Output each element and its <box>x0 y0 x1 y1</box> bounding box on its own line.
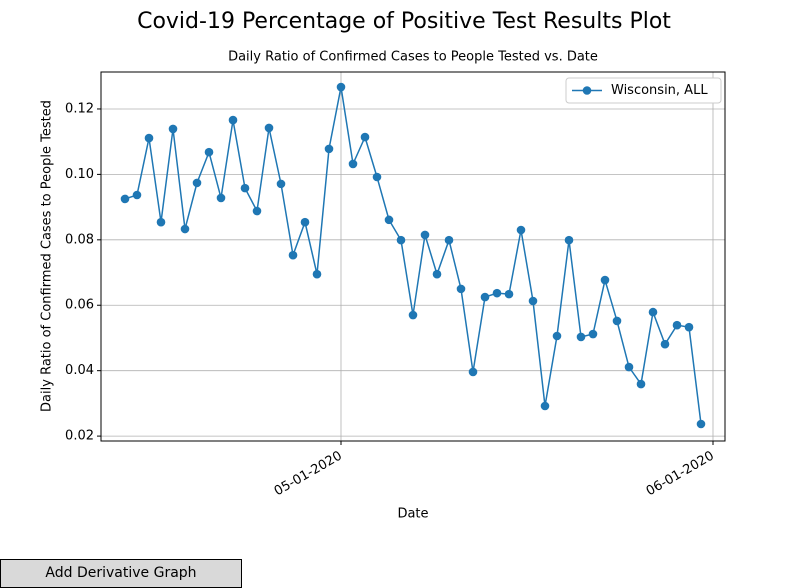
point <box>120 194 130 204</box>
add-derivative-button[interactable]: Add Derivative Graph <box>0 559 242 588</box>
point <box>504 289 514 299</box>
series-line <box>124 86 702 425</box>
point <box>336 82 346 92</box>
point <box>660 339 670 349</box>
point <box>384 215 394 225</box>
point <box>348 159 358 169</box>
chart: Covid-19 Percentage of Positive Test Res… <box>40 9 726 522</box>
point <box>228 115 238 125</box>
point <box>132 190 142 200</box>
point <box>408 310 418 320</box>
point <box>600 275 610 285</box>
point <box>468 367 478 377</box>
y-tick-label: 0.04 <box>65 363 94 378</box>
y-tick-label: 0.06 <box>65 298 94 313</box>
point <box>588 329 598 339</box>
point <box>240 183 250 193</box>
point <box>528 296 538 306</box>
point <box>672 320 682 330</box>
point <box>684 322 694 332</box>
point <box>276 179 286 189</box>
point <box>540 401 550 411</box>
point <box>612 316 622 326</box>
point <box>192 178 202 188</box>
point <box>204 147 214 157</box>
point <box>564 235 574 245</box>
legend-marker <box>582 86 592 95</box>
y-tick-label: 0.08 <box>65 232 94 247</box>
point <box>168 124 178 134</box>
y-tick-label: 0.12 <box>65 101 94 116</box>
point <box>312 269 322 279</box>
point <box>252 206 262 216</box>
y-tick-label: 0.02 <box>65 429 94 444</box>
chart-subtitle: Daily Ratio of Confirmed Cases to People… <box>228 50 598 65</box>
point <box>420 230 430 240</box>
plot-frame <box>100 71 726 442</box>
point <box>696 419 706 429</box>
point <box>216 193 226 203</box>
point <box>480 292 490 302</box>
point <box>444 235 454 245</box>
point <box>432 269 442 279</box>
point <box>492 288 502 298</box>
point <box>300 217 310 227</box>
point <box>624 362 634 372</box>
x-tick-label: 06-01-2020 <box>644 449 717 500</box>
point <box>552 331 562 341</box>
legend-box <box>565 77 722 104</box>
chart-title: Covid-19 Percentage of Positive Test Res… <box>137 9 671 34</box>
point <box>288 250 298 260</box>
point <box>372 172 382 182</box>
point <box>648 307 658 317</box>
point <box>144 133 154 143</box>
point <box>396 235 406 245</box>
point <box>456 284 466 294</box>
legend-label: Wisconsin, ALL <box>611 83 708 98</box>
point <box>264 123 274 133</box>
point <box>516 225 526 235</box>
point <box>636 379 646 389</box>
point <box>576 332 586 342</box>
point <box>324 144 334 154</box>
point <box>360 132 370 142</box>
x-axis-label: Date <box>397 507 428 522</box>
x-tick-label: 05-01-2020 <box>272 449 345 500</box>
y-tick-label: 0.10 <box>65 167 94 182</box>
point <box>180 224 190 234</box>
y-axis-label: Daily Ratio of Confirmed Cases to People… <box>40 100 55 412</box>
point <box>156 217 166 227</box>
